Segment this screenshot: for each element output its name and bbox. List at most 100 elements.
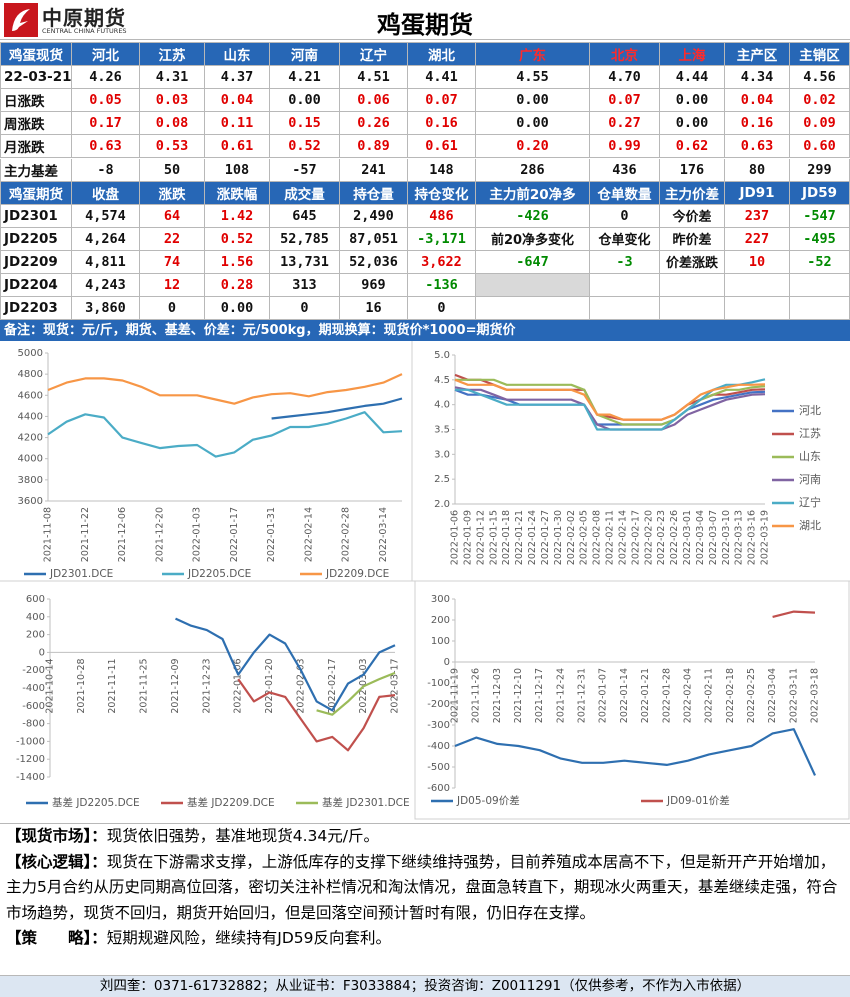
table-cell: -647 [476,250,590,274]
legend-label: JD2301.DCE [49,568,113,580]
commentary-paragraph: 【核心逻辑】：现货在下游需求支撑，上游低库存的支撑下继续维持强势，目前养殖成本居… [6,850,844,927]
table-cell: 主产区 [725,43,790,67]
table-cell: 江苏 [140,43,205,67]
table-cell: 山东 [205,43,270,67]
table-cell: 1.56 [205,250,270,274]
x-tick-label: 2022-03-04 [767,668,778,723]
table-cell [476,274,590,298]
x-tick-label: 2022-01-24 [527,510,538,565]
y-tick-label: 3600 [18,496,43,507]
table-cell: 0.07 [590,89,660,113]
table-cell [790,297,850,321]
x-tick-label: 2022-03-04 [695,510,706,565]
x-tick-label: 2021-12-09 [170,658,181,713]
table-cell: 4.56 [790,66,850,90]
y-tick-label: -1400 [16,772,45,783]
logo-text: 中原期货 [42,6,126,30]
x-tick-label: 2022-03-01 [682,510,693,565]
table-cell: 广东 [476,43,590,67]
x-tick-label: 2022-03-07 [708,510,719,565]
x-tick-label: 2022-02-05 [579,510,590,565]
x-tick-label: 2022-01-07 [598,668,609,723]
x-tick-label: 2022-02-11 [605,510,616,565]
table-cell: 0.61 [205,135,270,159]
table-cell: 4.21 [270,66,340,90]
table-cell: 0.52 [270,135,340,159]
table-cell [590,297,660,321]
y-tick-label: 4000 [18,454,43,465]
x-tick-label: 2022-02-02 [566,510,577,565]
y-tick-label: 100 [431,636,450,647]
table-cell: 涨跌 [140,181,205,205]
table-cell: 0.62 [660,135,725,159]
table-cell: 241 [340,158,408,182]
table-cell: 日涨跌 [0,89,72,113]
table-cell: 0.09 [790,112,850,136]
table-cell: 上海 [660,43,725,67]
x-tick-label: 2022-03-10 [721,510,732,565]
x-tick-label: 2022-02-11 [704,668,715,723]
x-tick-label: 2022-01-15 [488,510,499,565]
table-cell: 0 [590,204,660,228]
table-cell: 河北 [72,43,140,67]
table-cell: 4.26 [72,66,140,90]
x-tick-label: 2022-02-20 [643,510,654,565]
table-cell [725,297,790,321]
x-tick-label: 2021-11-26 [471,668,482,723]
x-tick-label: 2022-03-13 [734,510,745,565]
table-cell: 52,036 [340,250,408,274]
y-tick-label: -300 [427,720,450,731]
table-cell: -547 [790,204,850,228]
x-tick-label: 2022-02-08 [592,510,603,565]
table-cell: 0.06 [340,89,408,113]
commentary-label: 【策 略】： [6,929,107,947]
legend-label: 河北 [799,404,821,417]
table-cell: 河南 [270,43,340,67]
x-tick-label: 2022-02-03 [295,658,306,713]
y-tick-label: -100 [427,678,450,689]
series-line [271,397,403,420]
x-tick-label: 2022-03-19 [760,510,771,565]
x-tick-label: 2022-01-06 [233,658,244,713]
table-cell: 0.16 [725,112,790,136]
page-title: 鸡蛋期货 [377,11,473,39]
table-cell: 0.28 [205,274,270,298]
table-cell: 0.16 [408,112,476,136]
table-cell: 313 [270,274,340,298]
table-cell: JD2301 [0,204,72,228]
table-cell: 108 [205,158,270,182]
table-cell: -57 [270,158,340,182]
table-cell: 12 [140,274,205,298]
legend-label: 河南 [799,473,821,486]
table-cell: 645 [270,204,340,228]
table-cell: JD59 [790,181,850,205]
legend-label: 基差 JD2205.DCE [52,796,140,809]
table-cell: 0.99 [590,135,660,159]
legend-label: JD09-01价差 [666,794,730,807]
x-tick-label: 2022-03-17 [390,658,401,713]
table-cell: 0.63 [725,135,790,159]
table-cell [660,297,725,321]
x-tick-label: 2021-12-24 [555,668,566,723]
table-cell: 4.55 [476,66,590,90]
y-tick-label: 200 [431,615,450,626]
table-cell: 4.34 [725,66,790,90]
series-line [47,373,403,405]
table-cell: 0.00 [270,89,340,113]
table-cell: 收盘 [72,181,140,205]
series-line [47,411,403,458]
y-tick-label: 3.0 [434,449,450,460]
table-cell: 0.00 [660,89,725,113]
legend-label: 辽宁 [799,495,821,509]
table-cell: 价差涨跌 [660,250,725,274]
footer: 刘四奎：0371-61732882；从业证书：F3033884；投资咨询：Z00… [0,975,850,997]
table-cell: 148 [408,158,476,182]
x-tick-label: 2022-01-20 [264,658,275,713]
table-cell: 2,490 [340,204,408,228]
series-line [237,678,396,752]
table-cell: 0.05 [72,89,140,113]
commentary: 【现货市场】：现货依旧强势，基准地现货4.34元/斤。 【核心逻辑】：现货在下游… [0,823,850,975]
x-tick-label: 2022-03-14 [378,507,389,562]
legend-label: 山东 [799,450,821,463]
y-tick-label: 0 [39,647,45,658]
